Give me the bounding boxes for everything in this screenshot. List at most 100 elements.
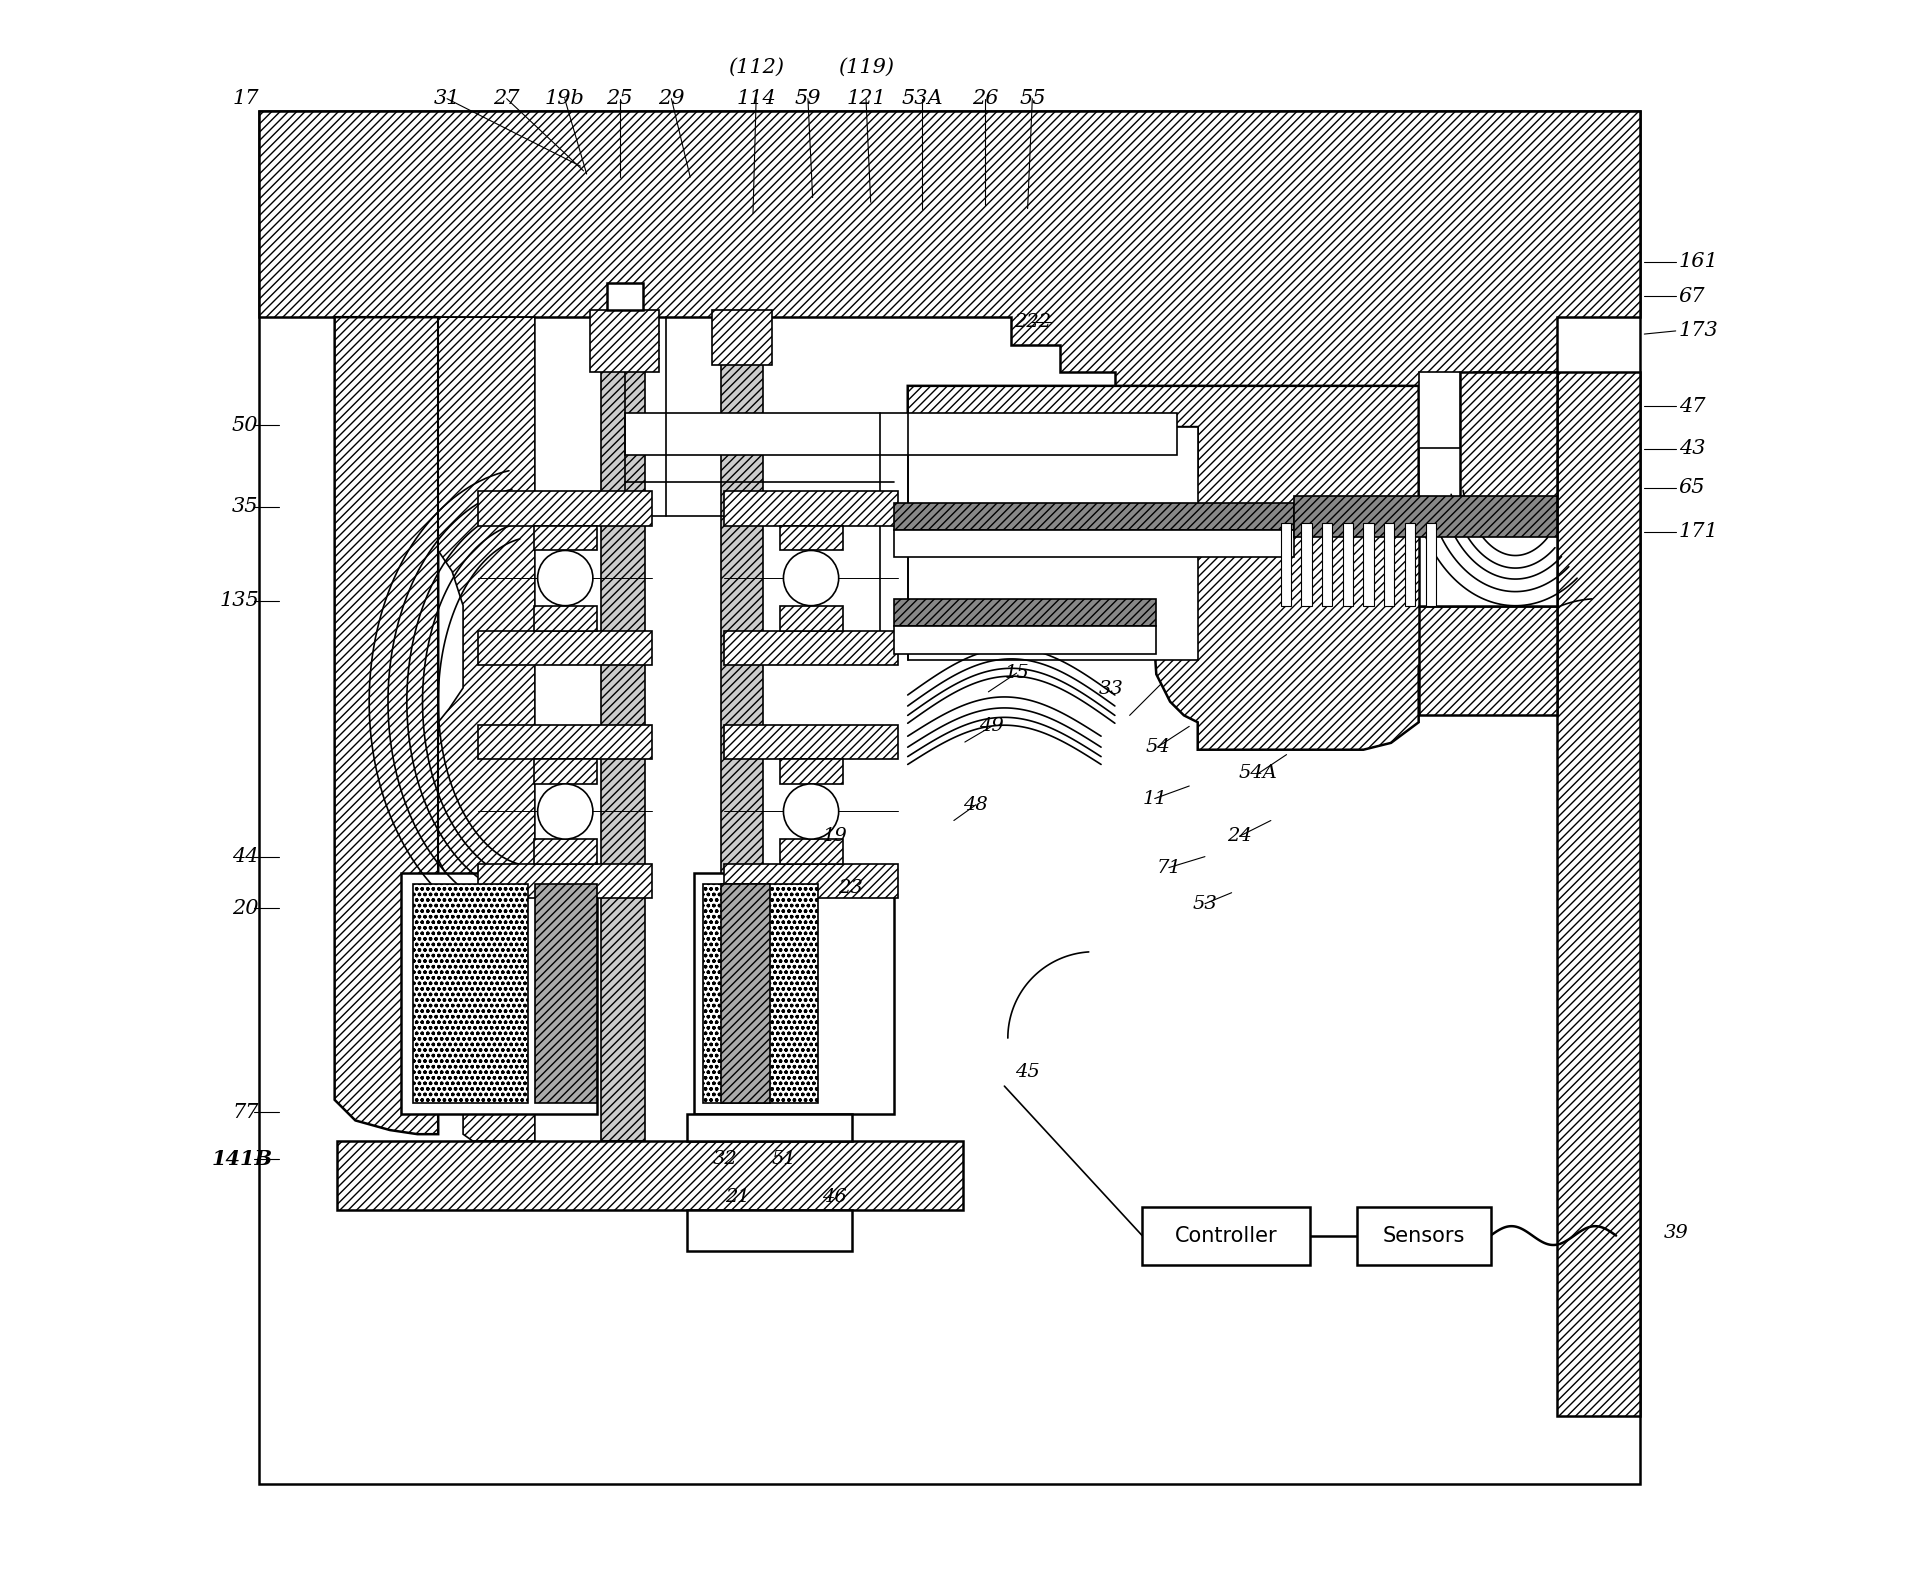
Text: 71: 71 [1156,858,1181,877]
Text: 19b: 19b [545,90,584,108]
Text: 47: 47 [1679,396,1705,415]
Text: (119): (119) [838,58,894,77]
Bar [779,605,842,630]
Bar [779,525,842,550]
Text: 121: 121 [846,90,886,108]
Bar [624,413,1177,454]
Polygon shape [258,112,1640,413]
Text: Sensors: Sensors [1382,1226,1464,1245]
Circle shape [538,550,593,605]
Bar [687,1210,852,1251]
Text: 67: 67 [1679,288,1705,307]
Text: 53A: 53A [901,90,944,108]
Polygon shape [907,385,1556,750]
Text: 51: 51 [771,1151,796,1168]
Bar [400,874,597,1113]
Bar [779,839,842,865]
Text: 222: 222 [1014,313,1051,330]
Text: Controller: Controller [1175,1226,1277,1245]
Text: 11: 11 [1143,789,1168,808]
Bar [478,630,653,665]
Text: 39: 39 [1663,1225,1688,1242]
Text: 15: 15 [1005,663,1030,682]
Text: 21: 21 [725,1188,750,1206]
Text: 33: 33 [1099,679,1124,698]
Bar [1344,523,1353,605]
Text: 27: 27 [494,90,521,108]
Text: 20: 20 [232,899,258,918]
Bar [478,725,653,759]
Bar [894,530,1294,558]
Text: 35: 35 [232,497,258,516]
Bar [1302,523,1311,605]
Text: 54A: 54A [1238,764,1279,783]
Polygon shape [335,318,438,1133]
Bar [534,525,597,550]
Text: 24: 24 [1227,827,1252,846]
Circle shape [538,784,593,839]
Bar [723,630,898,665]
Bar [693,874,894,1113]
Text: 26: 26 [972,90,999,108]
Polygon shape [1556,373,1640,1416]
Bar [478,490,653,525]
Bar [607,283,643,310]
Text: 161: 161 [1679,253,1719,272]
Text: 48: 48 [963,795,988,814]
Bar [258,112,1640,1484]
Bar [1323,523,1332,605]
Bar [722,344,764,1141]
Text: 135: 135 [220,591,258,610]
Text: 43: 43 [1679,439,1705,457]
Bar [1418,509,1556,605]
Text: 114: 114 [737,90,775,108]
Bar [907,428,1198,660]
Bar [702,885,817,1102]
Bar [1143,1207,1309,1264]
Text: 171: 171 [1679,522,1719,541]
Bar [779,759,842,784]
Bar [723,865,898,899]
Bar [1405,523,1414,605]
Bar [1384,523,1395,605]
Text: 65: 65 [1679,478,1705,497]
Text: 45: 45 [1014,1063,1039,1080]
Text: 17: 17 [234,90,260,108]
Bar [1363,523,1374,605]
Bar [1426,523,1436,605]
Bar [601,318,645,1141]
Text: 29: 29 [658,90,685,108]
Bar [712,310,773,365]
Bar [687,1113,852,1141]
Text: 25: 25 [607,90,634,108]
Text: 50: 50 [232,415,258,434]
Bar [894,626,1156,654]
Text: 173: 173 [1679,321,1719,341]
Text: 23: 23 [838,879,863,898]
Text: 31: 31 [434,90,459,108]
Bar [337,1141,963,1210]
Text: 54: 54 [1145,737,1169,756]
Bar [590,310,658,373]
Text: 141B: 141B [212,1149,272,1170]
Text: 46: 46 [823,1188,848,1206]
Text: (112): (112) [727,58,785,77]
Bar [534,759,597,784]
Bar [1418,605,1556,715]
Bar [413,885,528,1102]
Text: 55: 55 [1018,90,1045,108]
Text: 59: 59 [794,90,821,108]
Text: 77: 77 [232,1104,258,1122]
Bar [723,725,898,759]
Text: 19: 19 [823,827,848,846]
Text: 32: 32 [712,1151,737,1168]
Bar [534,885,597,1102]
Bar [1357,1207,1491,1264]
Text: 44: 44 [232,847,258,866]
Bar [1418,373,1460,448]
Bar [894,503,1294,530]
Text: 53: 53 [1192,894,1217,913]
Polygon shape [438,318,534,1141]
Bar [1280,523,1290,605]
Bar [534,839,597,865]
